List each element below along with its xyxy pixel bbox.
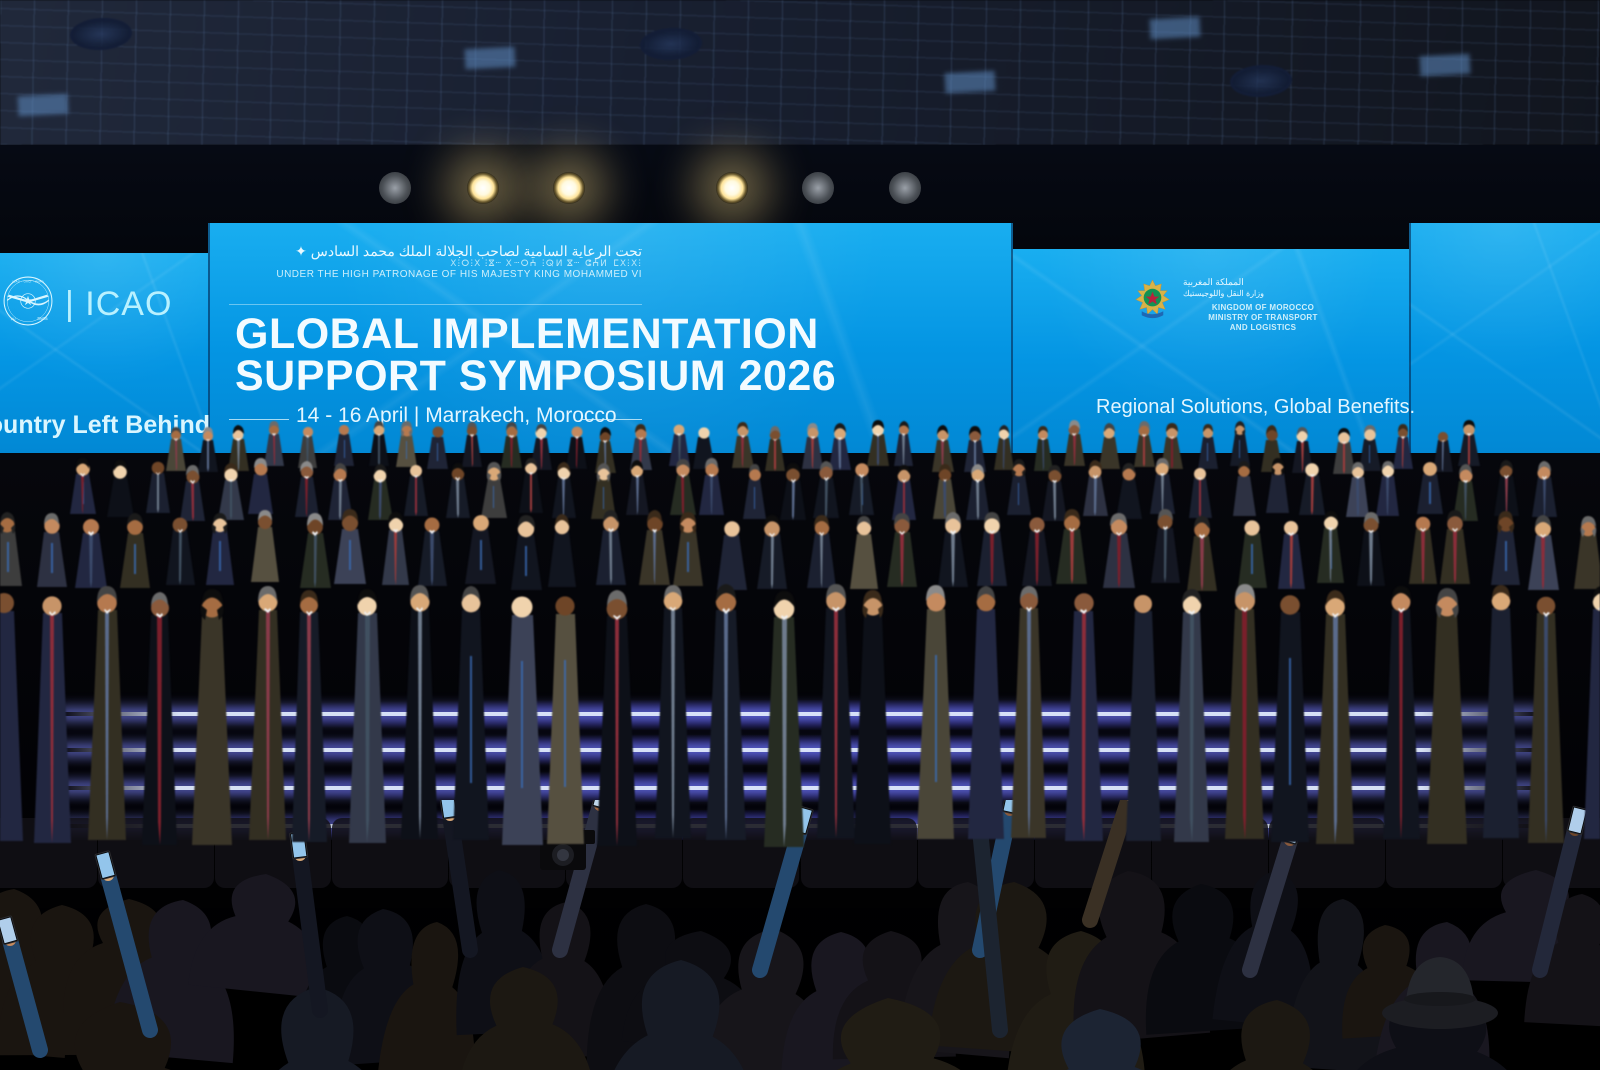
svg-text:国际民航: 国际民航 <box>37 317 48 321</box>
svg-text:ICAO · OACI · ИКАО: ICAO · OACI · ИКАО <box>12 279 44 283</box>
svg-text:ايكاو: ايكاو <box>10 317 16 321</box>
